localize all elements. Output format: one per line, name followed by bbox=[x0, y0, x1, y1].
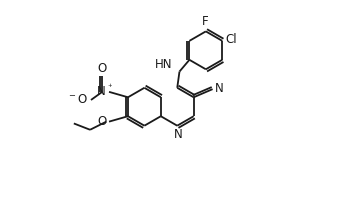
Text: N: N bbox=[97, 85, 106, 98]
Text: $^+$: $^+$ bbox=[106, 82, 113, 91]
Text: N: N bbox=[174, 128, 183, 141]
Text: HN: HN bbox=[155, 58, 172, 71]
Text: O: O bbox=[97, 62, 107, 75]
Text: F: F bbox=[201, 15, 208, 28]
Text: O: O bbox=[97, 115, 106, 128]
Text: Cl: Cl bbox=[226, 32, 238, 46]
Text: N: N bbox=[215, 82, 224, 95]
Text: $^-$O: $^-$O bbox=[67, 94, 88, 106]
